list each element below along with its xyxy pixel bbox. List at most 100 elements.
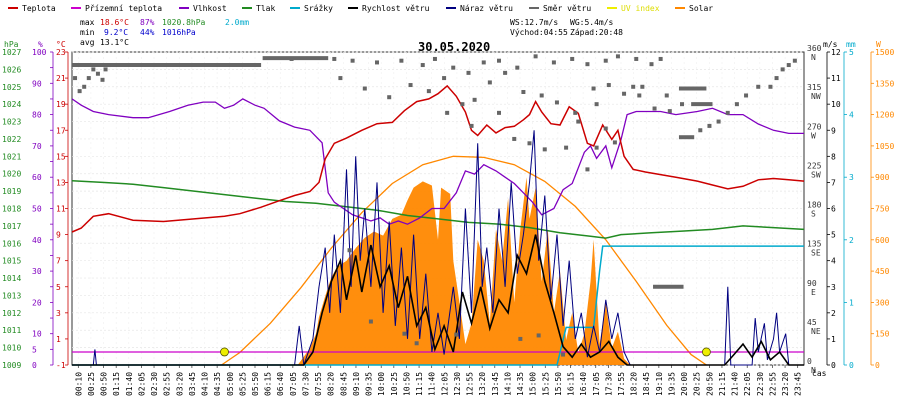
tick-label-mm: 4 (849, 111, 854, 120)
tick-label-time: 19:35 (667, 372, 676, 396)
series-solar-curve (221, 155, 707, 366)
tick-label-time: 18:20 (630, 372, 639, 396)
series-wind-direction-point (289, 56, 294, 61)
tick-label-direction-name: NE (811, 327, 821, 336)
tick-label-mm: 1 (849, 298, 854, 307)
series-wind-direction-point (573, 110, 578, 115)
series-wind-direction-point (533, 54, 538, 59)
series-wind-direction-point (542, 147, 547, 152)
legend-label-rain: Srážky (304, 4, 333, 13)
tick-label-time: 06:40 (276, 372, 285, 396)
tick-label-hpa: 1020 (2, 170, 21, 179)
legend-swatch-hum (179, 7, 189, 9)
tick-label-time: 21:15 (718, 372, 727, 396)
series-wind-direction-point (615, 54, 620, 59)
tick-label-percent: 100 (32, 48, 47, 57)
tick-label-time: 10:25 (390, 372, 399, 396)
series-wind-direction-point (103, 67, 108, 72)
tick-label-time: 09:10 (352, 372, 361, 396)
tick-label-hpa: 1025 (2, 83, 21, 92)
tick-label-ms: 1 (831, 335, 836, 344)
tick-label-direction: 180 (807, 201, 822, 210)
series-wind-direction-point (603, 58, 608, 63)
series-wind-direction-point (399, 58, 404, 63)
tick-label-ms: 9 (831, 126, 836, 135)
tick-label-time: 04:35 (213, 372, 222, 396)
tick-label-mm: 3 (849, 173, 854, 182)
legend-swatch-press (242, 7, 252, 9)
tick-label-celsius: 23 (56, 48, 66, 57)
series-wind-direction-point (469, 123, 474, 128)
series-wind-direction-point (402, 331, 407, 336)
stat-avg-temp: 13.1°C (100, 38, 129, 47)
axis-unit-ms: m/s (823, 40, 838, 49)
stat-max-label: max (80, 18, 95, 27)
stat-min-temp: 9.2°C (104, 28, 128, 37)
series-wind-direction-point (585, 62, 590, 67)
series-wind-direction-point (503, 70, 508, 75)
tick-label-mm: 2 (849, 236, 854, 245)
series-wind-direction-point (551, 60, 556, 65)
series-wind-direction-point (73, 76, 78, 81)
tick-label-time: 11:15 (415, 372, 424, 396)
series-wind-speed (72, 234, 804, 366)
series-wind-direction-point (487, 80, 492, 85)
series-wind-direction-point (536, 333, 541, 338)
tick-label-time: 16:15 (567, 372, 576, 396)
tick-label-time: 05:50 (251, 372, 260, 396)
legend-label-press: Tlak (256, 4, 275, 13)
tick-label-time: 20:25 (693, 372, 702, 396)
tick-label-direction-name: S (811, 210, 816, 219)
series-uv-marker (702, 347, 711, 357)
tick-label-time: 02:55 (163, 372, 172, 396)
stat-min-label: min (80, 28, 95, 37)
tick-label-w: 300 (875, 298, 890, 307)
series-wind-gust (72, 130, 804, 366)
tick-label-time: 02:30 (150, 372, 159, 396)
series-wind-direction-point (664, 93, 669, 98)
series-wind-direction-point (594, 102, 599, 107)
tick-label-direction: 270 (807, 122, 822, 131)
tick-label-time: 10:50 (402, 372, 411, 396)
series-wind-direction-point (631, 84, 636, 89)
series-wind-direction-point (460, 102, 465, 107)
tick-label-time: 16:40 (579, 372, 588, 396)
tick-label-w: 1200 (875, 111, 894, 120)
tick-label-mm: 5 (849, 48, 854, 57)
tick-label-direction-name: N (811, 366, 816, 375)
tick-label-celsius: 7 (56, 257, 61, 266)
legend-label-wg: Náraz větru (460, 4, 513, 13)
tick-label-time: 15:25 (541, 372, 550, 396)
axes: 1009101010111012101310141015101610171018… (2, 40, 894, 396)
tick-label-hpa: 1010 (2, 344, 21, 353)
axis-unit-mm: mm (846, 40, 856, 49)
legend-swatch-feels (71, 7, 81, 9)
tick-label-ms: 3 (831, 283, 836, 292)
tick-label-time: 05:25 (238, 372, 247, 396)
tick-label-time: 15:50 (554, 372, 563, 396)
tick-label-time: 20:50 (705, 372, 714, 396)
series-solar-area (297, 177, 631, 365)
tick-label-direction-name: SW (811, 170, 821, 179)
series-wind-direction-point (634, 56, 639, 61)
tick-label-celsius: 19 (56, 100, 66, 109)
tick-label-direction-name: SE (811, 249, 821, 258)
tick-label-time: 03:45 (188, 372, 197, 396)
tick-label-time: 22:55 (768, 372, 777, 396)
series-wind-direction-point (426, 89, 431, 94)
tick-label-ms: 6 (831, 205, 836, 214)
series-pressure (71, 179, 805, 239)
series-wind-direction-point (442, 76, 447, 81)
tick-label-direction: 135 (807, 240, 822, 249)
legend-label-wd: Směr větru (543, 4, 591, 13)
series-wind-direction-point (707, 123, 712, 128)
series-wind-direction-point (497, 110, 501, 115)
tick-label-w: 1350 (875, 79, 894, 88)
series-wind-direction-point (451, 65, 456, 70)
tick-label-ms: 8 (831, 152, 836, 161)
series-wind-direction-point (725, 110, 730, 115)
tick-label-percent: 70 (32, 142, 42, 151)
series-wind-direction-point (387, 95, 392, 100)
tick-label-w: 750 (875, 205, 890, 214)
series-wind-direction-point (518, 336, 523, 341)
